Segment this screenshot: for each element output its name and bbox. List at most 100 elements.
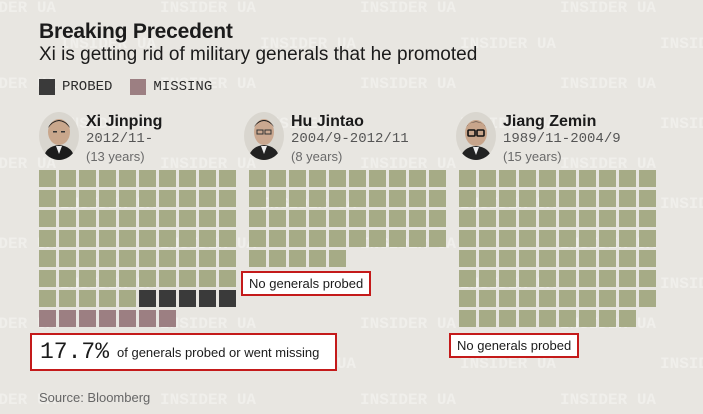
general-cell [599, 290, 616, 307]
general-cell [389, 190, 406, 207]
jiang-years: (15 years) [503, 149, 562, 164]
xi-stat-text: of generals probed or went missing [117, 344, 320, 360]
general-cell [579, 190, 596, 207]
general-cell [459, 250, 476, 267]
hu-years: (8 years) [291, 149, 343, 164]
general-cell [639, 270, 656, 287]
general-cell [459, 230, 476, 247]
general-cell [539, 250, 556, 267]
general-cell [349, 190, 366, 207]
general-cell [99, 190, 116, 207]
missing-general-cell [39, 310, 56, 327]
jiang-zemin-portrait [456, 112, 496, 160]
general-cell [559, 210, 576, 227]
general-cell [309, 230, 326, 247]
general-cell [459, 270, 476, 287]
general-cell [639, 250, 656, 267]
watermark-text: INSIDER UA [660, 35, 703, 53]
source-note: Source: Bloomberg [39, 390, 151, 405]
missing-general-cell [99, 310, 116, 327]
empty-cell [389, 250, 406, 267]
general-cell [219, 190, 236, 207]
general-cell [269, 210, 286, 227]
general-cell [639, 230, 656, 247]
general-cell [79, 270, 96, 287]
general-cell [499, 250, 516, 267]
general-cell [559, 170, 576, 187]
xi-waffle-grid [39, 170, 236, 327]
watermark-text: INSIDER UA [560, 0, 656, 17]
general-cell [499, 190, 516, 207]
general-cell [199, 210, 216, 227]
jiang-term: 1989/11-2004/9 [503, 131, 621, 147]
xi-jinping-portrait [39, 112, 79, 160]
general-cell [139, 170, 156, 187]
general-cell [139, 230, 156, 247]
general-cell [479, 230, 496, 247]
general-cell [219, 210, 236, 227]
general-cell [539, 290, 556, 307]
general-cell [429, 170, 446, 187]
general-cell [99, 230, 116, 247]
general-cell [599, 250, 616, 267]
general-cell [479, 270, 496, 287]
watermark-text: INSIDER UA [660, 275, 703, 293]
general-cell [519, 250, 536, 267]
general-cell [459, 310, 476, 327]
general-cell [479, 210, 496, 227]
general-cell [159, 230, 176, 247]
general-cell [179, 250, 196, 267]
general-cell [39, 250, 56, 267]
empty-cell [349, 250, 366, 267]
hu-term: 2004/9-2012/11 [291, 131, 409, 147]
watermark-text: INSIDER UA [560, 75, 656, 93]
general-cell [159, 270, 176, 287]
general-cell [39, 170, 56, 187]
empty-cell [369, 250, 386, 267]
general-cell [479, 250, 496, 267]
general-cell [179, 230, 196, 247]
general-cell [599, 230, 616, 247]
general-cell [329, 210, 346, 227]
general-cell [99, 270, 116, 287]
watermark-text: INSIDER UA [660, 355, 703, 373]
general-cell [599, 270, 616, 287]
general-cell [349, 170, 366, 187]
general-cell [329, 190, 346, 207]
general-cell [119, 230, 136, 247]
general-cell [79, 250, 96, 267]
probed-general-cell [219, 290, 236, 307]
general-cell [459, 190, 476, 207]
general-cell [579, 290, 596, 307]
general-cell [369, 230, 386, 247]
watermark-text: INSIDER UA [160, 0, 256, 17]
general-cell [39, 230, 56, 247]
general-cell [389, 170, 406, 187]
general-cell [59, 250, 76, 267]
general-cell [579, 270, 596, 287]
probed-general-cell [199, 290, 216, 307]
general-cell [479, 290, 496, 307]
general-cell [199, 190, 216, 207]
general-cell [139, 210, 156, 227]
general-cell [429, 230, 446, 247]
general-cell [479, 310, 496, 327]
general-cell [409, 190, 426, 207]
general-cell [559, 250, 576, 267]
general-cell [539, 170, 556, 187]
missing-general-cell [59, 310, 76, 327]
general-cell [559, 230, 576, 247]
probed-general-cell [139, 290, 156, 307]
general-cell [159, 190, 176, 207]
hu-jintao-portrait [244, 112, 284, 160]
general-cell [219, 170, 236, 187]
general-cell [619, 310, 636, 327]
legend-label-missing: MISSING [153, 79, 213, 95]
general-cell [579, 230, 596, 247]
general-cell [429, 190, 446, 207]
empty-cell [639, 310, 656, 327]
legend-swatch-missing [130, 79, 147, 95]
probed-general-cell [179, 290, 196, 307]
general-cell [269, 230, 286, 247]
general-cell [119, 270, 136, 287]
